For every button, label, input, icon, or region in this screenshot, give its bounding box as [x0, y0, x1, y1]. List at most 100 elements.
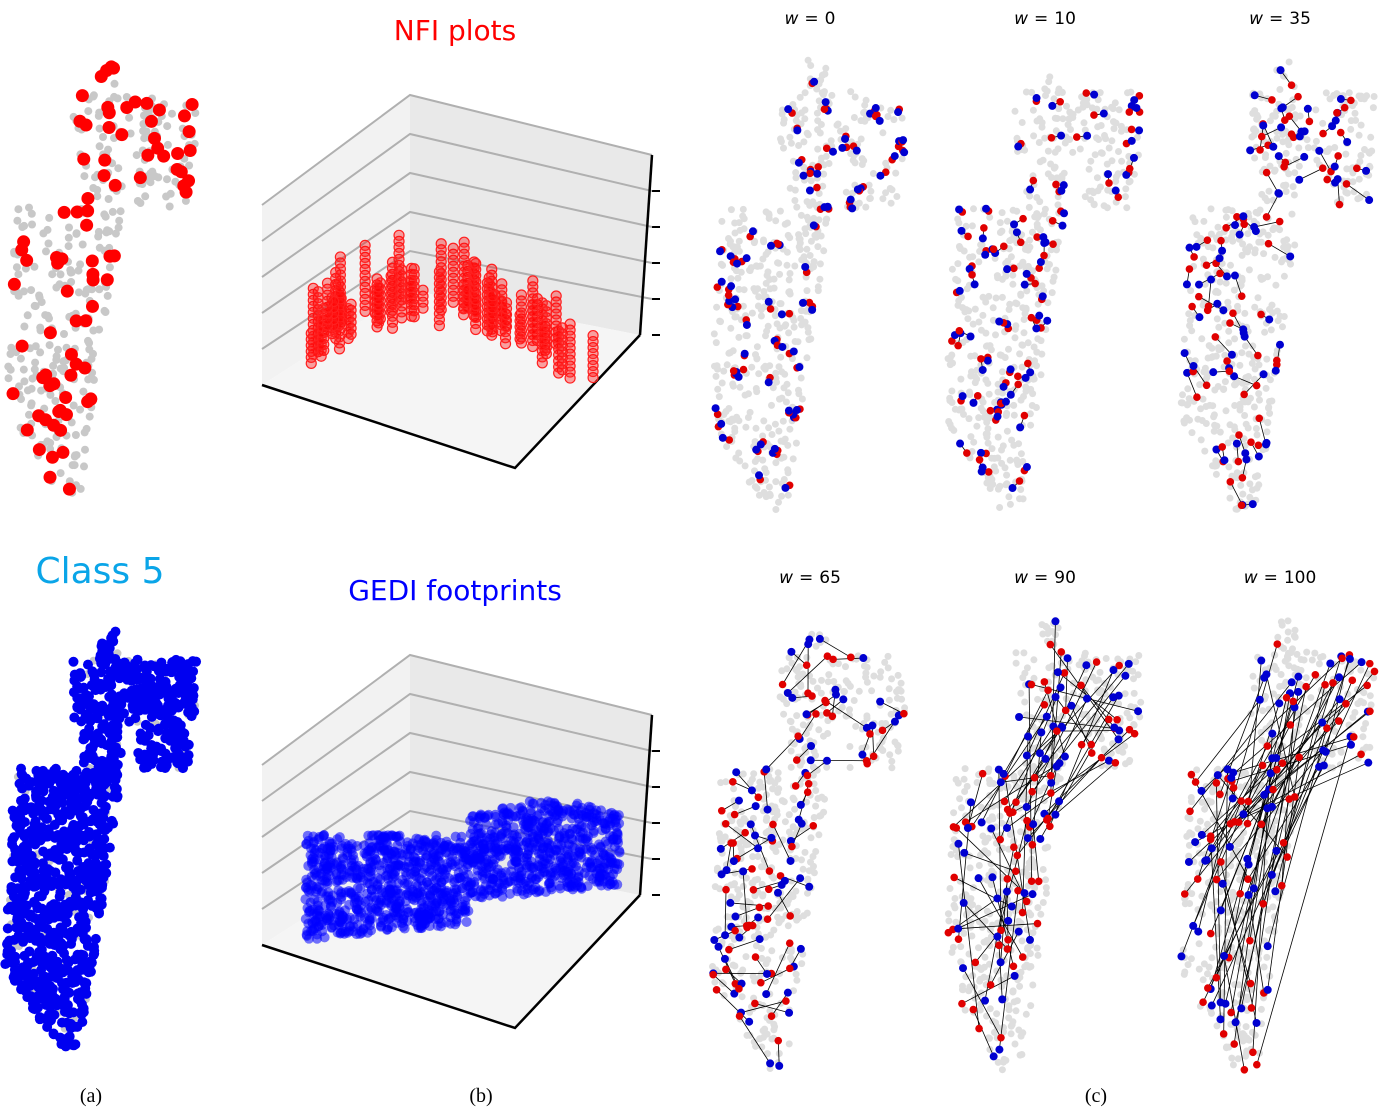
background-point [14, 205, 23, 214]
background-point [862, 203, 870, 211]
background-point [1030, 343, 1038, 351]
gedi-point [106, 633, 117, 644]
background-point [1003, 471, 1011, 479]
gedi-point [2, 938, 13, 949]
gedi-title: GEDI footprints [348, 574, 562, 607]
background-point [762, 208, 770, 216]
background-point [60, 330, 68, 338]
gedi-point [502, 877, 513, 888]
nfi-point [527, 275, 539, 287]
gedi-point [80, 964, 91, 975]
gedi-point [41, 959, 52, 970]
gedi-point [474, 813, 485, 824]
background-point [165, 202, 174, 211]
gedi-point [63, 861, 74, 872]
gedi-point [139, 699, 150, 710]
background-point [998, 227, 1006, 235]
background-point [1226, 494, 1234, 502]
gedi-point [1035, 311, 1044, 320]
background-point [56, 469, 65, 478]
background-point [1095, 136, 1103, 143]
background-point [786, 270, 794, 277]
gedi-point [393, 859, 404, 870]
gedi-point [75, 987, 86, 998]
background-point [816, 275, 824, 283]
gedi-point [1048, 101, 1057, 110]
background-point [712, 339, 720, 347]
background-point [19, 365, 28, 374]
background-point [78, 240, 87, 249]
nfi-point [393, 229, 405, 241]
nfi-point [1000, 242, 1008, 251]
background-point [753, 355, 761, 363]
background-point [114, 223, 123, 232]
gedi-point [456, 831, 467, 842]
gedi-point [995, 317, 1004, 326]
gedi-point [332, 875, 343, 886]
gedi-point [801, 262, 810, 271]
background-point [718, 379, 726, 387]
gedi-point [792, 406, 801, 415]
gedi-point [1135, 126, 1144, 135]
gedi-point [605, 859, 616, 870]
background-point [807, 177, 815, 185]
background-point [49, 361, 58, 370]
background-point [28, 220, 36, 229]
gedi-point [368, 830, 379, 841]
background-point [818, 71, 826, 79]
background-point [14, 270, 23, 279]
gedi-point [148, 755, 159, 766]
background-point [869, 170, 877, 177]
background-point [65, 223, 73, 232]
background-point [723, 443, 731, 450]
nfi-point [1029, 176, 1038, 185]
background-point [87, 285, 96, 294]
gedi-point [345, 920, 356, 931]
background-point [945, 418, 953, 425]
background-point [4, 374, 13, 383]
background-point [774, 259, 781, 267]
background-point [1063, 102, 1070, 110]
panel-a [0, 60, 202, 1052]
gedi-point [1010, 220, 1019, 229]
nfi-point [1019, 214, 1027, 223]
background-point [25, 203, 33, 212]
gedi-point [78, 911, 89, 922]
nfi-point [989, 245, 998, 253]
nfi-point [80, 218, 94, 232]
background-point [126, 129, 135, 138]
gedi-point [461, 880, 472, 891]
gedi-point [1032, 324, 1041, 333]
background-point [1054, 201, 1062, 209]
background-point [93, 186, 102, 194]
gedi-point [956, 439, 965, 448]
gedi-point [777, 310, 786, 319]
background-point [1037, 337, 1045, 345]
gedi-point [969, 398, 978, 407]
nfi-point [79, 118, 93, 132]
gedi-point [1006, 365, 1015, 374]
background-point [800, 253, 808, 261]
background-point [1032, 404, 1040, 411]
background-point [84, 336, 92, 345]
background-point [797, 211, 805, 219]
gedi-point [479, 888, 490, 899]
background-point [748, 363, 756, 371]
background-point [101, 212, 110, 221]
gedi-point [2, 923, 13, 934]
background-point [890, 116, 898, 124]
nfi-point [177, 109, 191, 123]
background-point [988, 479, 995, 486]
background-point [95, 285, 104, 294]
background-point [786, 184, 794, 192]
gedi-point [764, 297, 773, 306]
gedi-point [481, 857, 492, 868]
gedi-point [976, 448, 985, 457]
background-point [734, 274, 742, 282]
gedi-point [472, 823, 483, 834]
nfi-point [1105, 179, 1113, 187]
gedi-point [36, 795, 47, 806]
gedi-point [83, 858, 94, 869]
background-point [1115, 148, 1122, 155]
background-point [168, 109, 176, 118]
